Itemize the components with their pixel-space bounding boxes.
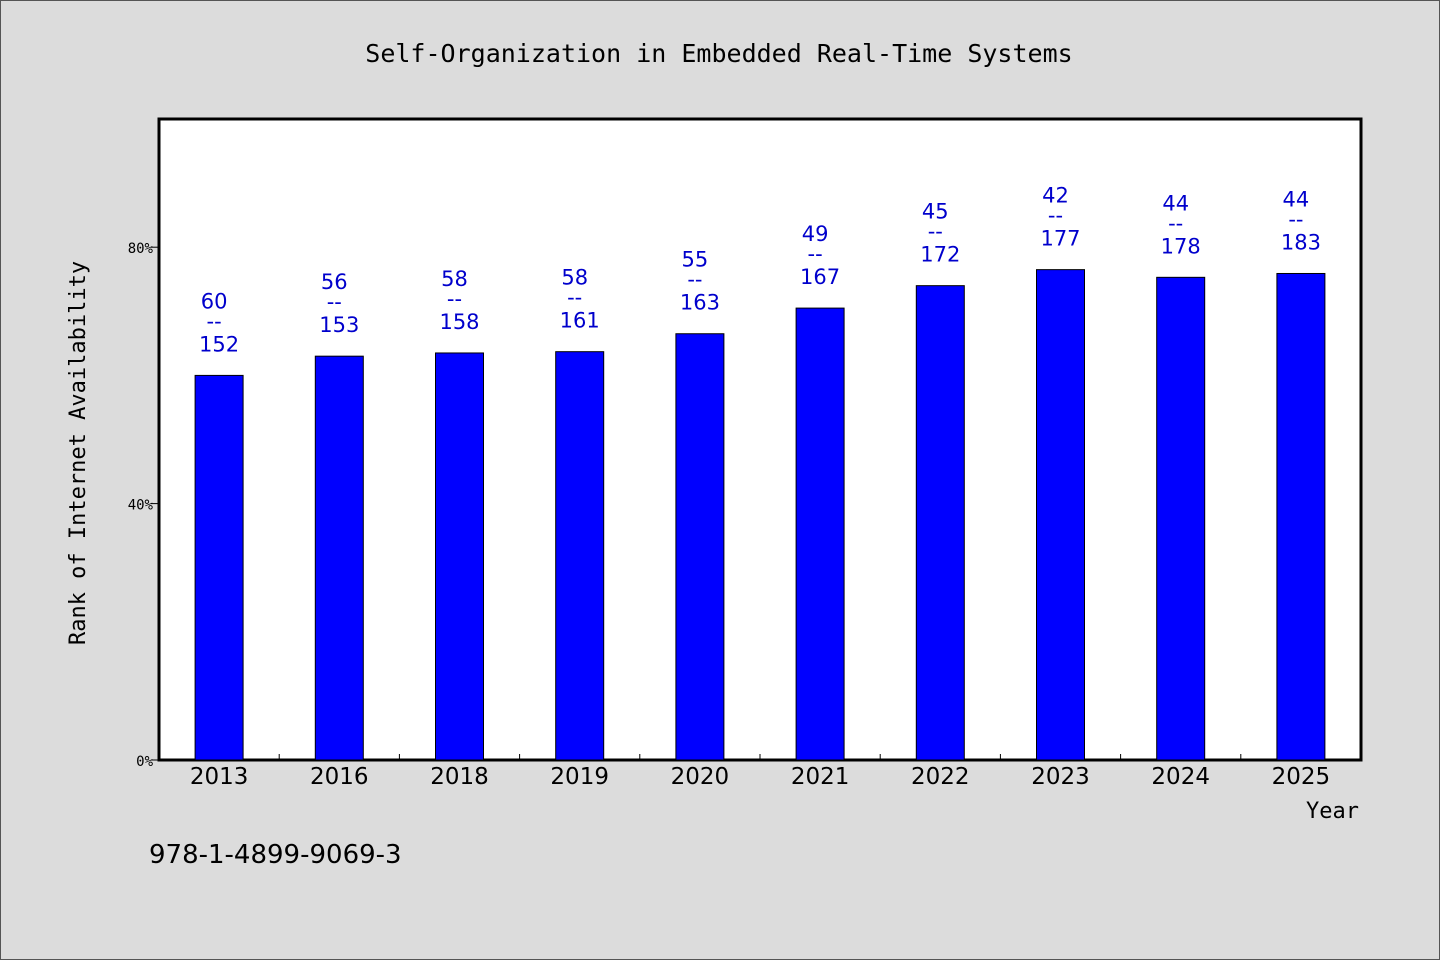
data-label-separator: -- xyxy=(928,220,943,244)
x-tick-label: 2025 xyxy=(1272,764,1331,790)
data-labels: 60--15256--15358--15858--16155--16349--1… xyxy=(199,184,1321,357)
data-label-rank: 45 xyxy=(922,200,949,224)
x-tick-label: 2024 xyxy=(1151,764,1210,790)
data-label-total: 178 xyxy=(1161,234,1201,258)
data-label-total: 167 xyxy=(800,265,840,289)
x-axis: 2013 2016 2018 2019 2020 2021 2022 2023 2024 2025 xyxy=(190,754,1330,790)
y-tick-label: 40% xyxy=(128,498,154,514)
data-label-rank: 60 xyxy=(201,289,228,313)
data-label-total: 153 xyxy=(319,313,359,337)
data-label-separator: -- xyxy=(327,290,342,314)
x-tick-label: 2013 xyxy=(190,764,249,790)
bar-2016 xyxy=(314,355,364,761)
data-label-rank: 44 xyxy=(1283,187,1310,211)
x-tick-label: 2016 xyxy=(310,764,369,790)
bar-2020 xyxy=(675,333,725,761)
data-label-total: 161 xyxy=(560,309,600,333)
data-label-rank: 42 xyxy=(1042,184,1069,208)
y-axis: 0% 40% 80% xyxy=(128,241,159,770)
data-label-separator: -- xyxy=(1048,204,1063,228)
data-label-total: 163 xyxy=(680,291,720,315)
data-label-separator: -- xyxy=(207,309,222,333)
bar-2021 xyxy=(795,307,845,761)
data-label-rank: 44 xyxy=(1162,191,1189,215)
data-label-separator: -- xyxy=(687,268,702,292)
bar-2025 xyxy=(1276,272,1326,761)
x-tick-label: 2018 xyxy=(430,764,489,790)
bar-2022 xyxy=(915,285,965,761)
data-label-total: 172 xyxy=(920,243,960,267)
x-tick-label: 2020 xyxy=(671,764,730,790)
x-axis-label: Year xyxy=(1306,799,1359,824)
data-label-total: 177 xyxy=(1040,227,1080,251)
x-tick-label: 2023 xyxy=(1031,764,1090,790)
data-label-total: 183 xyxy=(1281,230,1321,254)
bar-2024 xyxy=(1156,276,1206,761)
data-label-separator: -- xyxy=(1168,211,1183,235)
data-label-rank: 56 xyxy=(321,270,348,294)
y-tick-label: 0% xyxy=(136,754,153,770)
data-label-separator: -- xyxy=(808,242,823,266)
data-label-total: 158 xyxy=(439,310,479,334)
data-label-separator: -- xyxy=(567,286,582,310)
data-label-total: 152 xyxy=(199,332,239,356)
bar-2018 xyxy=(435,352,484,761)
data-label-rank: 49 xyxy=(802,222,829,246)
chart-title: Self-Organization in Embedded Real-Time … xyxy=(365,39,1072,68)
bar-2023 xyxy=(1036,269,1085,761)
y-axis-label: Rank of Internet Availability xyxy=(66,261,91,645)
data-label-rank: 58 xyxy=(561,266,588,290)
x-tick-label: 2022 xyxy=(911,764,970,790)
data-label-rank: 55 xyxy=(682,248,709,272)
data-label-rank: 58 xyxy=(441,267,468,291)
footer-isbn: 978-1-4899-9069-3 xyxy=(149,840,402,870)
x-tick-label: 2021 xyxy=(791,764,850,790)
bar-2013 xyxy=(194,374,244,761)
bars xyxy=(194,269,1326,761)
bar-2019 xyxy=(555,351,605,761)
x-tick-label: 2019 xyxy=(550,764,609,790)
y-tick-label: 80% xyxy=(128,241,154,257)
data-label-separator: -- xyxy=(447,287,462,311)
data-label-separator: -- xyxy=(1288,207,1303,231)
